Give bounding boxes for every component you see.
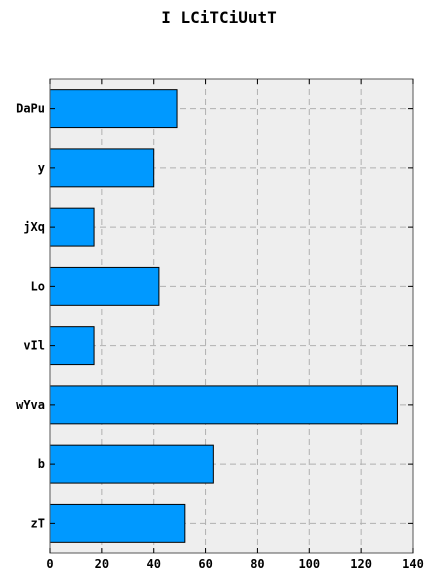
x-tick-label: 100 xyxy=(298,557,320,571)
x-tick-label: 40 xyxy=(146,557,160,571)
bar-zT xyxy=(49,503,186,543)
y-tick-label: zT xyxy=(31,516,45,530)
x-tick-label: 20 xyxy=(95,557,109,571)
y-tick-label: y xyxy=(38,161,45,175)
plot-frame xyxy=(49,78,414,554)
bar-vIl xyxy=(49,326,95,366)
x-tick-label: 60 xyxy=(198,557,212,571)
chart-title: I LCiTCiUutT xyxy=(161,8,277,27)
bar-y xyxy=(49,148,155,188)
y-tick-label: jXq xyxy=(23,220,45,234)
y-tick-label: Lo xyxy=(31,279,45,293)
y-tick-label: vIl xyxy=(23,339,45,353)
y-axis-ticks: DaPu y jXq Lo vIl wYva b zT xyxy=(16,102,413,530)
bar-b xyxy=(49,444,214,484)
y-tick-label: b xyxy=(38,457,45,471)
x-tick-label: 120 xyxy=(350,557,372,571)
bar-DaPu xyxy=(49,89,178,129)
bar-wYva xyxy=(49,385,398,425)
bars xyxy=(49,89,398,543)
bar-jXq xyxy=(49,207,95,247)
y-tick-label: wYva xyxy=(16,398,45,412)
x-tick-label: 80 xyxy=(250,557,264,571)
x-tick-label: 140 xyxy=(402,557,424,571)
x-axis-ticks: 0 20 40 60 80 100 120 140 xyxy=(46,79,424,571)
bar-Lo xyxy=(49,266,160,306)
y-tick-label: DaPu xyxy=(16,102,45,116)
x-tick-label: 0 xyxy=(46,557,53,571)
